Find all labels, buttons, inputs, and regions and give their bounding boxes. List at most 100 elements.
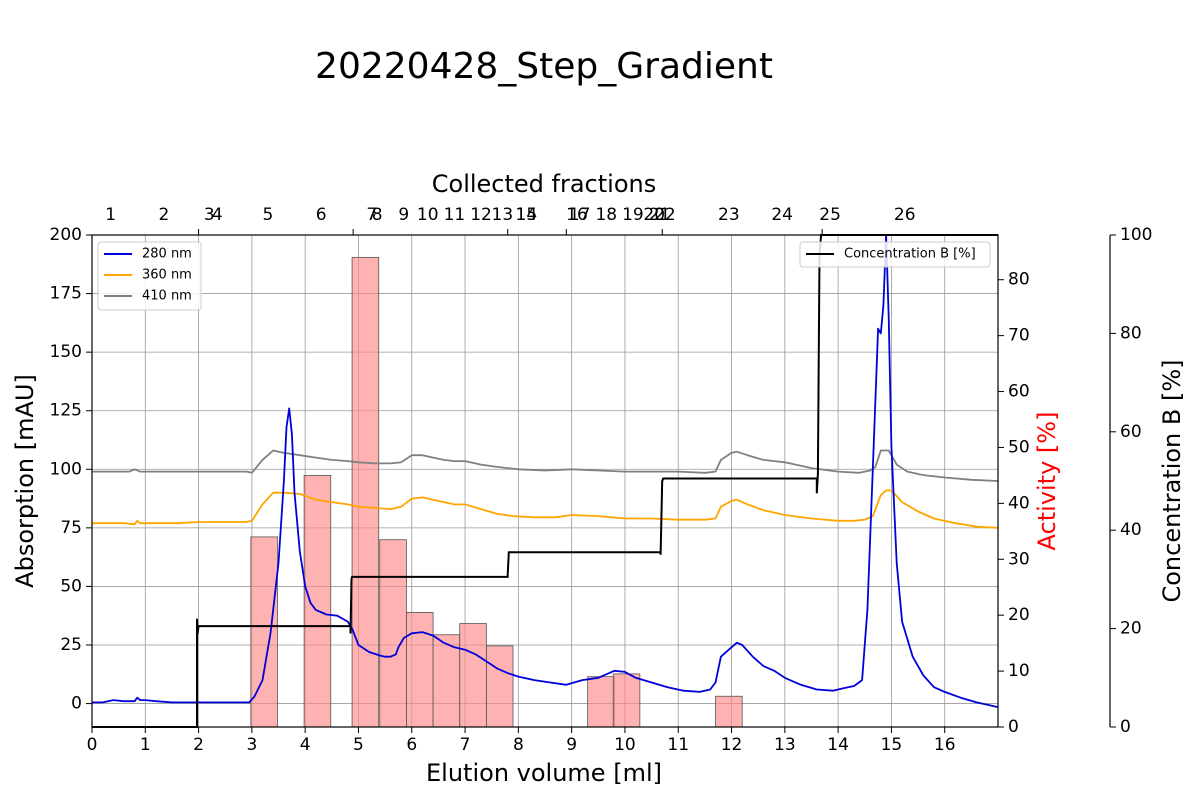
fraction-label: 25	[819, 205, 841, 225]
activity-bar	[459, 623, 487, 728]
concentration-axis: 0 20 40 60 80 100	[1109, 225, 1152, 737]
x-tick-label: 14	[827, 735, 849, 755]
fraction-label: 17	[569, 205, 591, 225]
y-tick-label: 100	[50, 459, 82, 479]
activity-tick-label: 80	[1008, 270, 1030, 290]
x-tick-label: 1	[140, 735, 151, 755]
activity-bar	[406, 611, 434, 728]
concentration-tick-label: 80	[1120, 323, 1142, 343]
x-tick-label: 11	[667, 735, 689, 755]
concentration-tick-label: 20	[1120, 619, 1142, 639]
x-tick-label: 7	[460, 735, 471, 755]
concentration-tick-label: 60	[1120, 422, 1142, 442]
y-tick-label: 25	[60, 635, 82, 655]
y-axis-label: Absorption [mAU]	[11, 374, 39, 588]
fraction-label: 9	[398, 205, 409, 225]
fraction-label: 22	[654, 205, 676, 225]
fraction-label: 26	[894, 205, 916, 225]
x-tick-label: 15	[881, 735, 903, 755]
activity-bar	[485, 645, 514, 728]
fraction-label: 12	[470, 205, 492, 225]
concentration-axis-label: Concentration B [%]	[1158, 359, 1186, 602]
fraction-label: 2	[159, 205, 170, 225]
series-line-280-nm	[92, 234, 999, 708]
fraction-label: 14	[516, 205, 538, 225]
legend-label: Concentration B [%]	[844, 247, 976, 262]
activity-axis: 0 10 20 30 40 50 60 70 80	[998, 270, 1030, 737]
x-tick-label: 8	[513, 735, 524, 755]
fraction-label: 13	[492, 205, 514, 225]
concentration-tick-label: 0	[1120, 717, 1131, 737]
activity-bar	[612, 673, 641, 728]
activity-bar	[351, 256, 380, 728]
x-tick-label: 5	[353, 735, 364, 755]
fraction-label: 7	[366, 205, 377, 225]
x-tick-label: 13	[774, 735, 796, 755]
y-tick-label: 150	[50, 342, 82, 362]
fraction-label: 3	[204, 205, 215, 225]
plot-frame	[91, 234, 999, 728]
x-tick-label: 2	[193, 735, 204, 755]
activity-bars	[250, 256, 743, 728]
activity-tick-label: 70	[1008, 326, 1030, 346]
activity-tick-label: 0	[1008, 717, 1019, 737]
activity-axis-label: Activity [%]	[1033, 412, 1061, 551]
fraction-label: 18	[595, 205, 617, 225]
x-tick-label: 0	[87, 735, 98, 755]
x-tick-label: 10	[614, 735, 636, 755]
series-line-360-nm	[92, 489, 999, 529]
y-tick-label: 175	[50, 284, 82, 304]
activity-bar	[303, 475, 332, 728]
x-tick-label: 3	[246, 735, 257, 755]
legend-box	[97, 241, 202, 311]
x-axis: 0 1 2 3 4 5 6 7 8 9 10 11 12 13 14 15 16	[87, 727, 956, 755]
grid	[91, 234, 998, 727]
fraction-label: 21	[649, 205, 671, 225]
activity-bar	[379, 539, 407, 728]
fraction-label: 20	[643, 205, 665, 225]
y-tick-label: 75	[60, 518, 82, 538]
activity-tick-label: 20	[1008, 605, 1030, 625]
fraction-label: 6	[316, 205, 327, 225]
activity-tick-label: 50	[1008, 437, 1030, 457]
fraction-label: 19	[622, 205, 644, 225]
legend-label: 410 nm	[142, 289, 192, 304]
y-tick-label: 50	[60, 576, 82, 596]
activity-tick-label: 60	[1008, 382, 1030, 402]
fraction-label: 16	[566, 205, 588, 225]
fraction-label: 1	[105, 205, 116, 225]
x-tick-label: 12	[721, 735, 743, 755]
activity-tick-label: 30	[1008, 549, 1030, 569]
activity-bar	[587, 676, 615, 728]
legend-box	[799, 241, 991, 268]
activity-bar	[432, 634, 461, 728]
x-tick-label: 16	[934, 735, 956, 755]
legend-label: 360 nm	[142, 268, 192, 283]
legend-concentration: Concentration B [%]	[799, 241, 991, 268]
fraction-label: 15	[516, 205, 538, 225]
concentration-tick-label: 100	[1120, 225, 1152, 245]
series-line-410-nm	[92, 449, 999, 482]
y-tick-label: 0	[71, 694, 82, 714]
activity-bar	[250, 536, 278, 728]
legend-label: 280 nm	[142, 247, 192, 262]
fraction-label: 23	[718, 205, 740, 225]
x-tick-label: 6	[406, 735, 417, 755]
activity-tick-label: 10	[1008, 661, 1030, 681]
x-tick-label: 9	[566, 735, 577, 755]
activity-bar	[715, 695, 743, 728]
activity-tick-label: 40	[1008, 493, 1030, 513]
fraction-label: 24	[771, 205, 793, 225]
fraction-label: 5	[262, 205, 273, 225]
x-axis-label: Elution volume [ml]	[426, 759, 662, 787]
x-tick-label: 4	[300, 735, 311, 755]
fraction-label: 4	[212, 205, 223, 225]
chart-title: 20220428_Step_Gradient	[315, 46, 773, 87]
fraction-label: 10	[417, 205, 439, 225]
top-axis-label: Collected fractions	[432, 170, 656, 198]
y-tick-label: 125	[50, 401, 82, 421]
y-tick-label: 200	[50, 225, 82, 245]
data-lines	[92, 234, 999, 728]
fraction-label: 8	[372, 205, 383, 225]
